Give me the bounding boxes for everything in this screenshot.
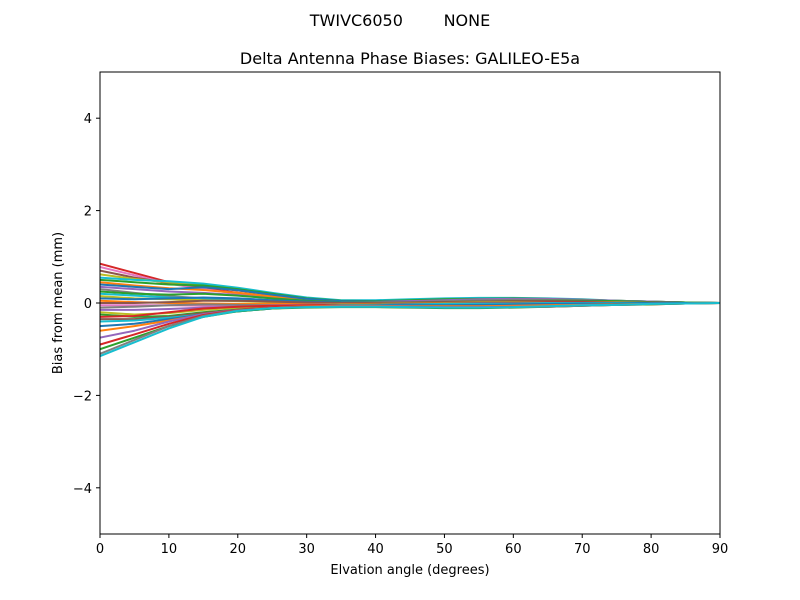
x-tick-label: 50 bbox=[436, 542, 453, 557]
x-tick-label: 60 bbox=[505, 542, 522, 557]
x-tick-label: 10 bbox=[161, 542, 178, 557]
x-tick-label: 30 bbox=[298, 542, 315, 557]
x-tick-label: 20 bbox=[230, 542, 247, 557]
x-tick-label: 40 bbox=[367, 542, 384, 557]
figure-suptitle: TWIVC6050 NONE bbox=[309, 11, 490, 30]
x-axis: 0 10 20 30 40 50 60 70 80 90 bbox=[96, 534, 728, 557]
y-axis-label: Bias from mean (mm) bbox=[51, 232, 66, 374]
y-tick-label: 2 bbox=[84, 205, 92, 220]
series-line bbox=[100, 301, 720, 358]
x-axis-label: Elvation angle (degrees) bbox=[330, 563, 489, 578]
x-tick-label: 90 bbox=[712, 542, 729, 557]
x-tick-label: 0 bbox=[96, 542, 104, 557]
y-tick-label: 0 bbox=[84, 297, 92, 312]
y-tick-label: −2 bbox=[73, 389, 92, 404]
chart-title: Delta Antenna Phase Biases: GALILEO-E5a bbox=[240, 49, 580, 68]
y-axis: −4 −2 0 2 4 bbox=[73, 112, 100, 497]
y-tick-label: 4 bbox=[84, 112, 92, 127]
y-tick-label: −4 bbox=[73, 482, 92, 497]
series-layer bbox=[100, 262, 720, 358]
x-tick-label: 70 bbox=[574, 542, 591, 557]
x-tick-label: 80 bbox=[643, 542, 660, 557]
